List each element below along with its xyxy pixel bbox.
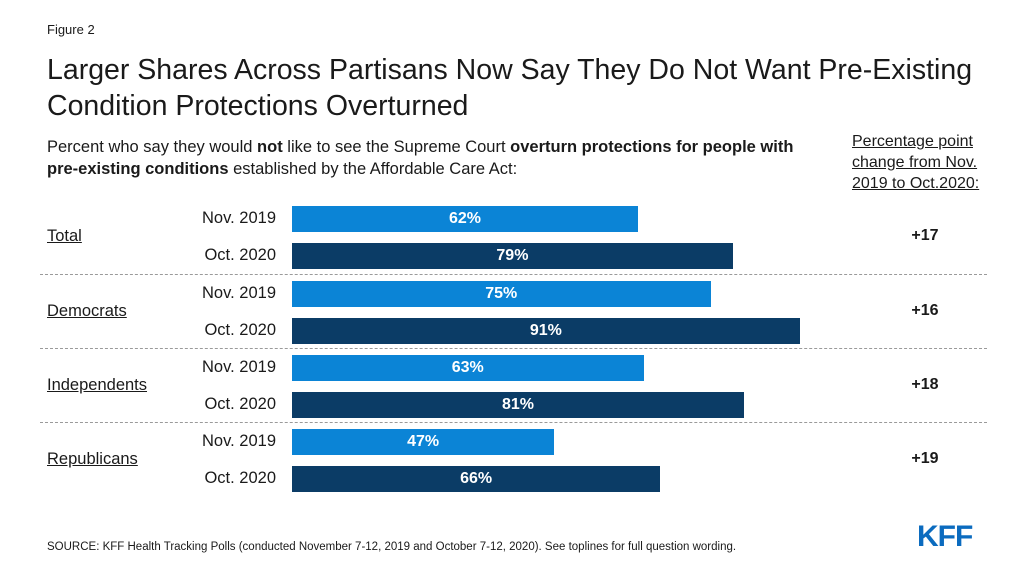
- subtitle-bold-2: overturn protections for people with pre…: [47, 138, 794, 178]
- series-label: Oct. 2020: [204, 246, 276, 264]
- bar-republicans-nov: 47%: [292, 429, 555, 455]
- change-value: +16: [911, 302, 939, 319]
- subtitle-text-1: Percent who say they would: [47, 138, 258, 156]
- subtitle-bold-1: not: [257, 138, 283, 156]
- series-label: Oct. 2020: [204, 321, 276, 339]
- bar-independents-oct: 81%: [292, 392, 744, 418]
- change-value: +18: [911, 376, 939, 393]
- source-note: SOURCE: KFF Health Tracking Polls (condu…: [47, 541, 737, 553]
- group-divider: [40, 348, 987, 349]
- chart-title: Larger Shares Across Partisans Now Say T…: [47, 54, 973, 122]
- series-label: Nov. 2019: [202, 209, 276, 227]
- subtitle-text-2: like to see the Supreme Court: [282, 138, 511, 156]
- group-label-total: Total: [47, 227, 82, 245]
- series-label: Nov. 2019: [202, 284, 276, 302]
- bar-democrats-nov: 75%: [292, 281, 711, 307]
- subtitle-text-3: established by the Affordable Care Act:: [228, 160, 518, 178]
- bar-republicans-oct: 66%: [292, 466, 661, 492]
- series-label: Nov. 2019: [202, 358, 276, 376]
- bar-independents-nov: 63%: [292, 355, 644, 381]
- bar-total-nov: 62%: [292, 206, 638, 232]
- change-value: +19: [911, 450, 939, 467]
- group-label-independents: Independents: [47, 376, 148, 394]
- series-label: Nov. 2019: [202, 432, 276, 450]
- change-value: +17: [911, 227, 939, 244]
- bar-democrats-oct: 91%: [292, 318, 800, 344]
- series-label: Oct. 2020: [204, 469, 276, 487]
- series-label: Oct. 2020: [204, 395, 276, 413]
- group-divider: [40, 422, 987, 423]
- group-label-democrats: Democrats: [47, 302, 127, 320]
- group-divider: [40, 274, 987, 275]
- figure-label: Figure 2: [47, 22, 95, 37]
- kff-logo: KFF: [917, 520, 973, 553]
- group-label-republicans: Republicans: [47, 450, 138, 468]
- change-column-header: Percentage point change from Nov. 2019 t…: [852, 133, 980, 192]
- bar-total-oct: 79%: [292, 243, 733, 269]
- chart-subtitle: Percent who say they would not like to s…: [47, 136, 807, 180]
